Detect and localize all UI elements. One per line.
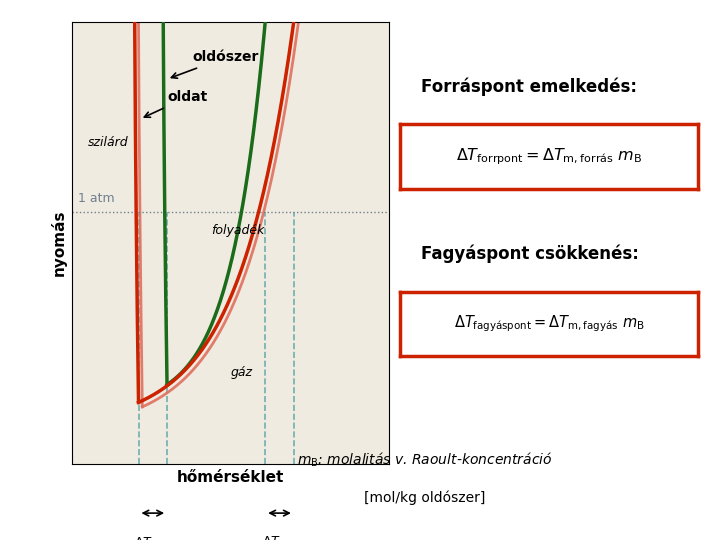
Text: $\Delta T_{forr}$: $\Delta T_{forr}$ [262,535,297,540]
Text: [mol/kg oldószer]: [mol/kg oldószer] [364,491,485,505]
Text: oldat: oldat [144,90,207,117]
Text: gáz: gáz [230,366,253,379]
Text: $\Delta T_{\mathrm{forrpont}}=\Delta T_{\mathrm{m,forrás}}\ m_\mathrm{B}$: $\Delta T_{\mathrm{forrpont}}=\Delta T_{… [456,146,642,167]
X-axis label: hőmérséklet: hőmérséklet [176,470,284,485]
Text: Fagyáspont csökkenés:: Fagyáspont csökkenés: [421,245,639,263]
Text: 1 atm: 1 atm [78,192,115,205]
Y-axis label: nyomás: nyomás [50,210,66,276]
Text: folyadék: folyadék [212,224,265,237]
Text: $m_\mathrm{B}$: molalitás v. Raoult-koncentráció: $m_\mathrm{B}$: molalitás v. Raoult-konc… [297,450,552,469]
Text: Forráspont emelkedés:: Forráspont emelkedés: [421,77,637,96]
Text: szilárd: szilárd [88,136,128,148]
Text: oldószer: oldószer [171,50,258,78]
Text: $\Delta T_{fagy}$: $\Delta T_{fagy}$ [134,535,171,540]
Text: $\Delta T_{\mathrm{fagyáspont}}=\Delta T_{\mathrm{m,fagyás}}\ m_\mathrm{B}$: $\Delta T_{\mathrm{fagyáspont}}=\Delta T… [454,314,644,334]
